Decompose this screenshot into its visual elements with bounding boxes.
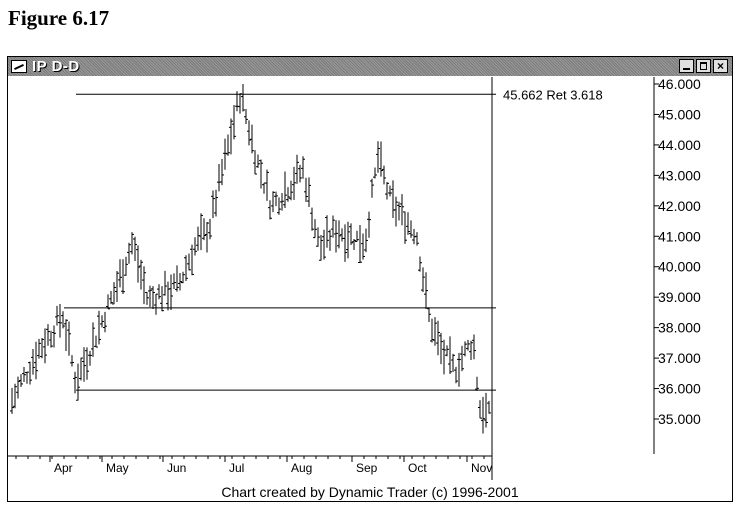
maximize-button[interactable] (696, 59, 711, 73)
date-tick-label: May (106, 461, 129, 475)
price-tick-label: 38.000 (658, 320, 701, 336)
price-tick-label: 41.000 (658, 228, 701, 244)
price-tick-label: 45.000 (658, 106, 701, 122)
date-tick-label: Nov (471, 461, 492, 475)
window-controls: × (679, 59, 728, 73)
price-tick-label: 36.000 (658, 381, 701, 397)
date-tick-label: Jul (229, 461, 244, 475)
chart-app-icon[interactable] (11, 60, 27, 73)
date-tick-label: Aug (291, 461, 312, 475)
price-tick-label: 43.000 (658, 167, 701, 183)
price-tick-label: 42.000 (658, 198, 701, 214)
price-chart: 46.000 45.000 44.000 43.000 42.000 41.000 40.0… (8, 76, 701, 480)
date-tick-label: Apr (54, 461, 73, 475)
title-bar[interactable]: IP D-D × (8, 57, 732, 76)
figure-title: Figure 6.17 (8, 6, 110, 30)
price-tick-label: 39.000 (658, 289, 701, 305)
chart-window: IP D-D × 46.000 45.000 44.000 43.000 42.000 4… (7, 56, 733, 502)
price-tick-label: 40.000 (658, 259, 701, 275)
date-tick-label: Oct (408, 461, 427, 475)
price-tick-label: 37.000 (658, 350, 701, 366)
price-tick-label: 35.000 (658, 411, 701, 427)
minimize-button[interactable] (679, 59, 694, 73)
window-title: IP D-D (32, 58, 80, 75)
close-button[interactable]: × (713, 59, 728, 73)
plot-area: 46.000 45.000 44.000 43.000 42.000 41.000 40.0… (8, 76, 701, 480)
price-tick-label: 44.000 (658, 137, 701, 153)
retracement-label: 45.662 Ret 3.618 (503, 87, 603, 102)
price-tick-label: 46.000 (658, 76, 701, 92)
date-tick-label: Jun (167, 461, 186, 475)
chart-credit: Chart created by Dynamic Trader (c) 1996… (221, 484, 519, 500)
date-tick-label: Sep (356, 461, 378, 475)
